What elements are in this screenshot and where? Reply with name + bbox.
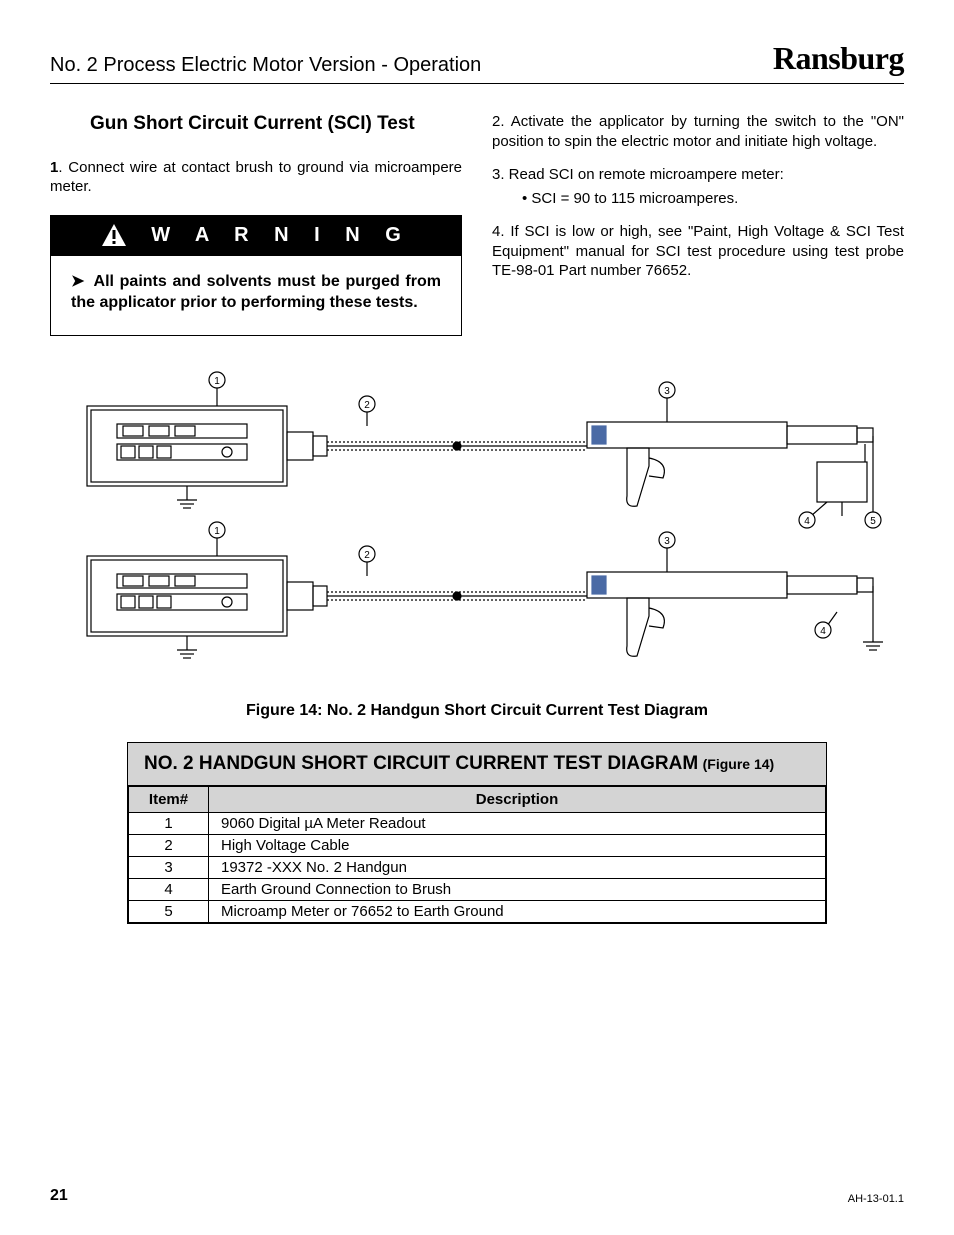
callout-2-top: 2 — [364, 400, 370, 411]
cell-desc: Microamp Meter or 76652 to Earth Ground — [209, 901, 826, 923]
cell-desc: Earth Ground Connection to Brush — [209, 879, 826, 901]
sci-test-diagram: 1 2 3 — [67, 366, 887, 686]
table-title-sub: (Figure 14) — [703, 756, 775, 772]
warning-header: W A R N I N G — [51, 216, 461, 256]
step-1: 1. Connect wire at contact brush to grou… — [50, 158, 462, 197]
cell-item: 4 — [129, 879, 209, 901]
step-1-text: . Connect wire at contact brush to groun… — [50, 159, 462, 196]
warning-triangle-icon — [101, 223, 127, 247]
cell-item: 2 — [129, 835, 209, 857]
cell-item: 1 — [129, 813, 209, 835]
parts-table: NO. 2 HANDGUN SHORT CIRCUIT CURRENT TEST… — [127, 742, 827, 924]
step-3-bullet: • SCI = 90 to 115 microamperes. — [522, 189, 904, 209]
table-row: 2 High Voltage Cable — [129, 835, 826, 857]
page-number: 21 — [50, 1187, 68, 1205]
warning-body: ➤ All paints and solvents must be purged… — [51, 256, 461, 336]
figure-caption: Figure 14: No. 2 Handgun Short Circuit C… — [50, 702, 904, 720]
warning-label: W A R N I N G — [151, 222, 411, 248]
callout-5-top: 5 — [870, 516, 876, 527]
cell-item: 5 — [129, 901, 209, 923]
right-column: 2. Activate the applicator by turning th… — [492, 112, 904, 336]
step-4: 4. If SCI is low or high, see "Paint, Hi… — [492, 222, 904, 281]
brand-logo: Ransburg — [773, 40, 904, 77]
table-title: NO. 2 HANDGUN SHORT CIRCUIT CURRENT TEST… — [128, 743, 826, 786]
cell-desc: High Voltage Cable — [209, 835, 826, 857]
step-3: 3. Read SCI on remote microampere meter: — [492, 165, 904, 185]
col-item: Item# — [129, 787, 209, 813]
page-header: No. 2 Process Electric Motor Version - O… — [50, 40, 904, 77]
cell-item: 3 — [129, 857, 209, 879]
cell-desc: 19372 -XXX No. 2 Handgun — [209, 857, 826, 879]
table-row: 1 9060 Digital µA Meter Readout — [129, 813, 826, 835]
callout-1-top: 1 — [214, 376, 220, 387]
section-heading: Gun Short Circuit Current (SCI) Test — [90, 112, 462, 136]
doc-code: AH-13-01.1 — [848, 1193, 904, 1205]
figure-14: 1 2 3 — [50, 366, 904, 924]
callout-4-bot: 4 — [820, 626, 826, 637]
parts-table-grid: Item# Description 1 9060 Digital µA Mete… — [128, 786, 826, 923]
body-columns: Gun Short Circuit Current (SCI) Test 1. … — [50, 112, 904, 336]
page-footer: 21 AH-13-01.1 — [50, 1187, 904, 1205]
callout-3-top: 3 — [664, 386, 670, 397]
table-title-main: NO. 2 HANDGUN SHORT CIRCUIT CURRENT TEST… — [144, 753, 698, 774]
warning-arrow-icon: ➤ — [71, 273, 84, 290]
warning-box: W A R N I N G ➤ All paints and solvents … — [50, 215, 462, 337]
header-title: No. 2 Process Electric Motor Version - O… — [50, 54, 481, 77]
warning-body-text: All paints and solvents must be purged f… — [71, 273, 441, 311]
table-row: 4 Earth Ground Connection to Brush — [129, 879, 826, 901]
header-rule — [50, 83, 904, 84]
col-desc: Description — [209, 787, 826, 813]
step-2: 2. Activate the applicator by turning th… — [492, 112, 904, 151]
callout-2-bot: 2 — [364, 550, 370, 561]
callout-1-bot: 1 — [214, 526, 220, 537]
table-row: 5 Microamp Meter or 76652 to Earth Groun… — [129, 901, 826, 923]
callout-4-top: 4 — [804, 516, 810, 527]
table-header-row: Item# Description — [129, 787, 826, 813]
left-column: Gun Short Circuit Current (SCI) Test 1. … — [50, 112, 462, 336]
table-row: 3 19372 -XXX No. 2 Handgun — [129, 857, 826, 879]
callout-3-bot: 3 — [664, 536, 670, 547]
cell-desc: 9060 Digital µA Meter Readout — [209, 813, 826, 835]
